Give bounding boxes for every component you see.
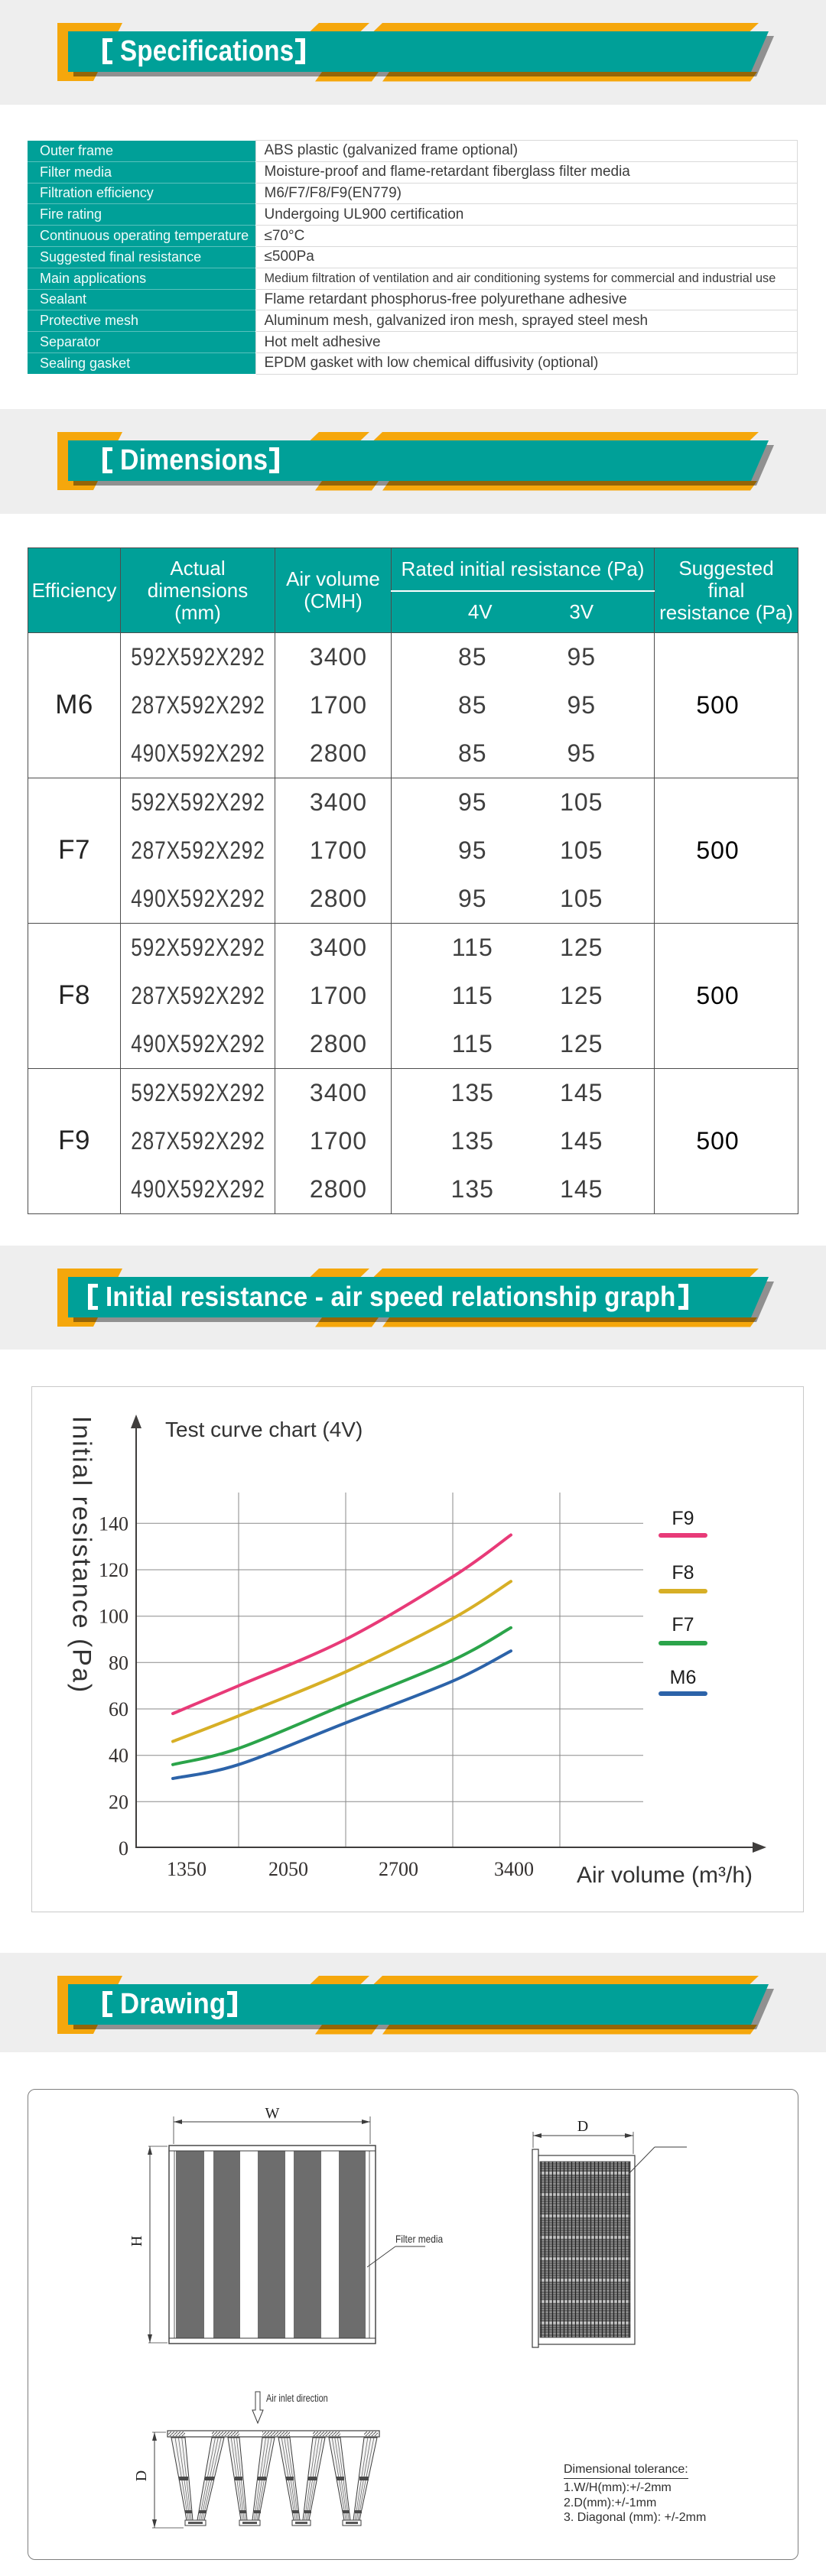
svg-text:D: D xyxy=(577,2118,588,2135)
svg-text:H: H xyxy=(128,2236,145,2246)
svg-text:1350: 1350 xyxy=(167,1858,206,1880)
svg-text:40: 40 xyxy=(109,1745,128,1767)
svg-text:3400: 3400 xyxy=(494,1858,534,1880)
svg-text:80: 80 xyxy=(109,1652,128,1674)
svg-text:D: D xyxy=(133,2470,150,2481)
svg-text:2700: 2700 xyxy=(379,1858,418,1880)
svg-text:F8: F8 xyxy=(672,1562,694,1584)
svg-text:20: 20 xyxy=(109,1791,128,1813)
svg-text:F9: F9 xyxy=(672,1508,694,1529)
svg-text:W: W xyxy=(265,2105,280,2122)
svg-text:M6: M6 xyxy=(670,1667,697,1688)
svg-text:120: 120 xyxy=(99,1559,128,1581)
svg-text:100: 100 xyxy=(99,1606,128,1628)
svg-text:F7: F7 xyxy=(672,1614,694,1636)
svg-text:140: 140 xyxy=(99,1512,128,1535)
svg-text:0: 0 xyxy=(119,1837,128,1860)
svg-text:60: 60 xyxy=(109,1698,128,1720)
svg-text:2050: 2050 xyxy=(268,1858,308,1880)
